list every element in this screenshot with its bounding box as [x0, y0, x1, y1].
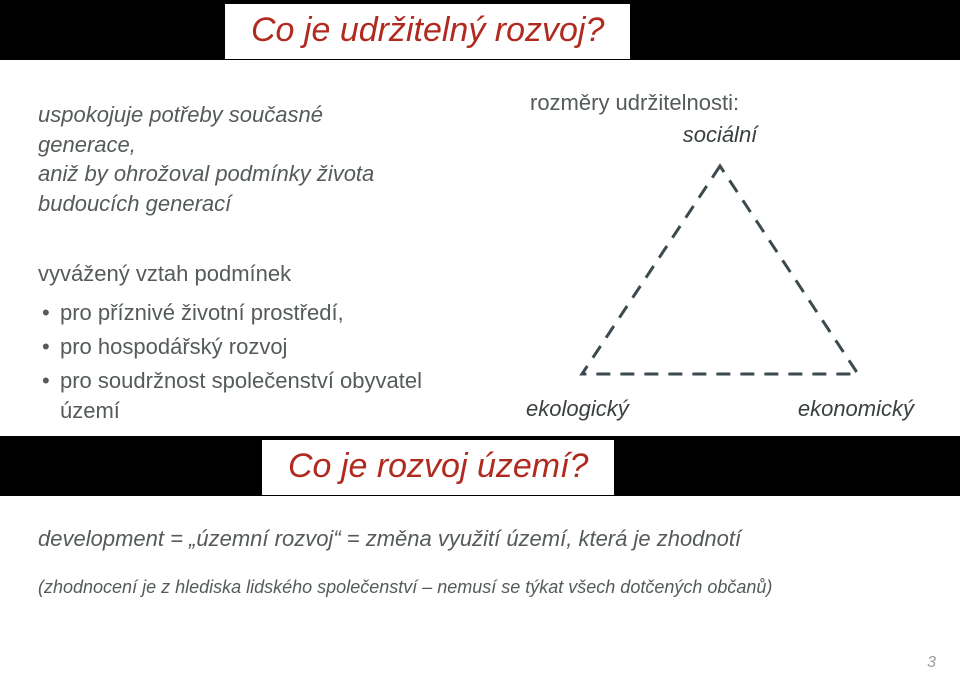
slide: Co je udržitelný rozvoj? uspokojuje potř… [0, 0, 960, 686]
balance-heading: vyvážený vztah podmínek [38, 259, 478, 289]
para1-line: aniž by ohrožoval podmínky života [38, 159, 478, 189]
title-top: Co je udržitelný rozvoj? [225, 4, 630, 59]
bullet-item: pro hospodářský rozvoj [38, 332, 478, 362]
para1-line: uspokojuje potřeby současné [38, 100, 478, 130]
triangle-label-bottom-right: ekonomický [798, 396, 914, 422]
page-number: 3 [927, 654, 936, 672]
para1-line: budoucích generací [38, 189, 478, 219]
right-column: rozměry udržitelnosti: sociální ekologic… [530, 90, 930, 422]
bullet-item: pro příznivé životní prostředí, [38, 298, 478, 328]
development-definition: development = „územní rozvoj“ = změna vy… [38, 524, 922, 555]
dimensions-title: rozměry udržitelnosti: [530, 90, 930, 116]
triangle-diagram: sociální ekologický ekonomický [530, 122, 910, 422]
title-mid: Co je rozvoj území? [262, 440, 614, 495]
definition-paragraph: uspokojuje potřeby současné generace, an… [38, 100, 478, 219]
para1-line: generace, [38, 130, 478, 160]
bullet-item: pro soudržnost společenství obyvatel úze… [38, 366, 478, 425]
triangle-label-bottom-left: ekologický [526, 396, 629, 422]
bottom-block: development = „územní rozvoj“ = změna vy… [38, 524, 922, 598]
bullet-list: pro příznivé životní prostředí, pro hosp… [38, 298, 478, 425]
triangle-label-top: sociální [530, 122, 910, 148]
left-column: uspokojuje potřeby současné generace, an… [38, 100, 478, 429]
triangle-icon [570, 156, 870, 386]
development-subnote: (zhodnocení je z hlediska lidského spole… [38, 577, 922, 598]
